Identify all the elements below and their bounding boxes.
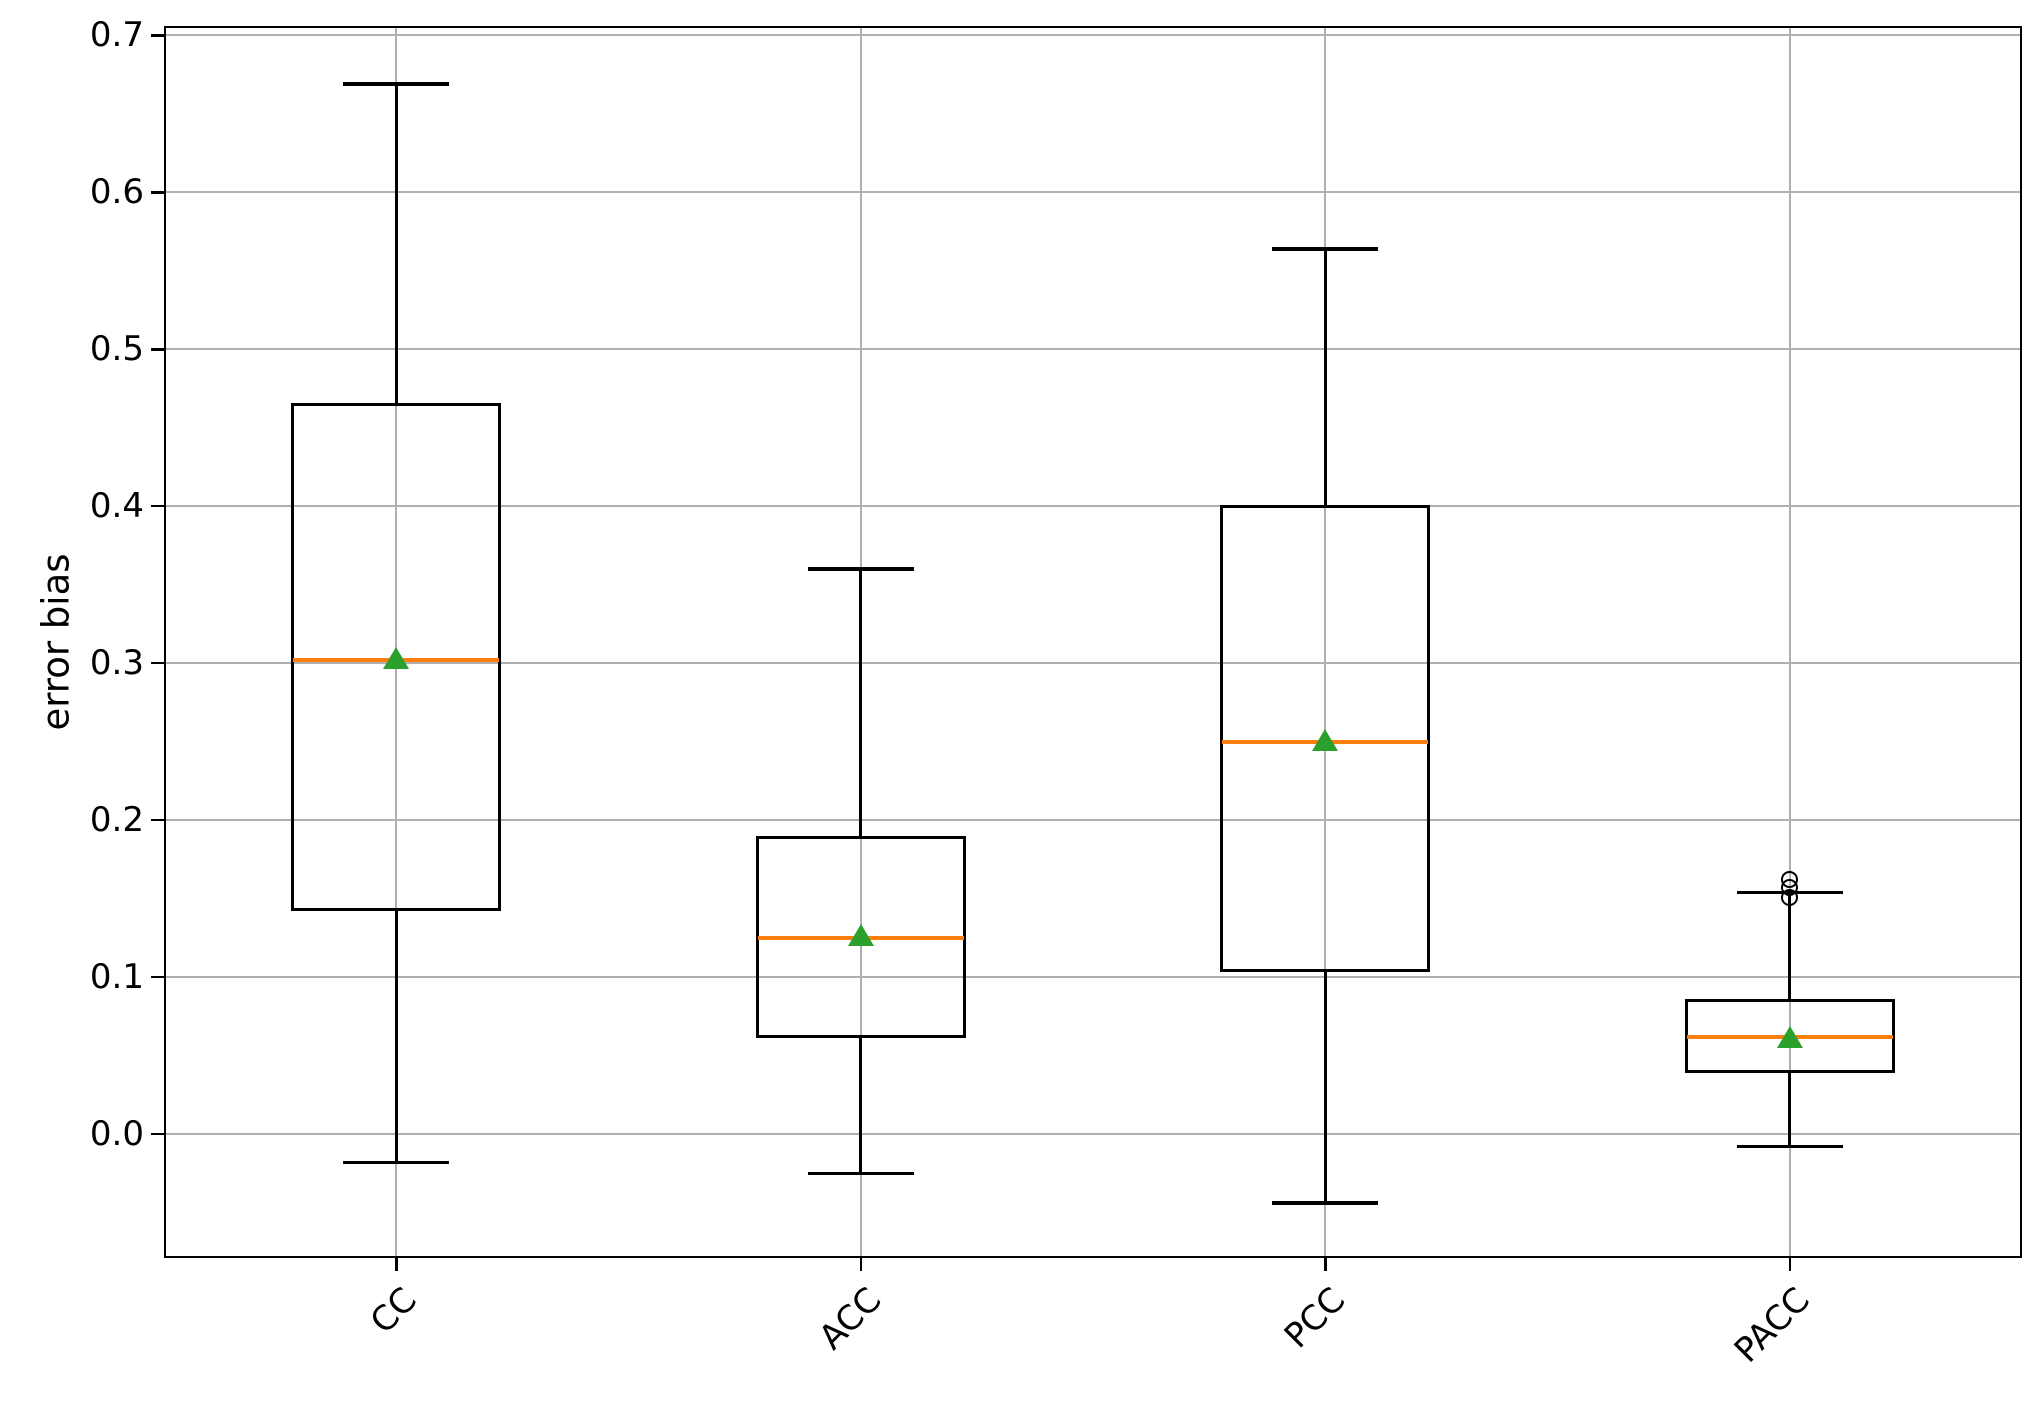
x-tick <box>1324 1258 1327 1271</box>
x-gridline <box>395 26 398 1258</box>
x-tick <box>859 1258 862 1271</box>
whisker-upper-cc <box>394 84 398 403</box>
mean-marker-acc <box>847 923 874 946</box>
whisker-cap-upper-cc <box>343 82 450 86</box>
whisker-cap-upper-acc <box>807 567 914 571</box>
y-tick-label: 0.6 <box>89 172 144 213</box>
y-tick <box>151 818 164 822</box>
whisker-cap-lower-pacc <box>1736 1144 1843 1149</box>
x-tick-label-pacc: PACC <box>1727 1279 1818 1371</box>
whisker-cap-lower-cc <box>343 1160 450 1164</box>
mean-marker-pacc <box>1776 1025 1803 1048</box>
whisker-lower-pcc <box>1323 972 1327 1204</box>
x-tick-label-cc: CC <box>362 1279 425 1342</box>
whisker-lower-pacc <box>1788 1072 1792 1147</box>
x-gridline <box>1324 26 1327 1258</box>
y-tick <box>151 504 164 508</box>
y-tick-label: 0.0 <box>89 1114 144 1154</box>
box-pcc <box>1220 504 1431 973</box>
whisker-cap-lower-pcc <box>1272 1201 1379 1205</box>
x-tick-label-acc: ACC <box>811 1279 889 1358</box>
y-gridline <box>164 662 2022 665</box>
whisker-upper-pcc <box>1323 248 1327 505</box>
box-pacc <box>1684 999 1895 1073</box>
y-axis-label: error bias <box>34 553 78 731</box>
y-tick-label: 0.5 <box>89 329 144 370</box>
x-tick-label-pcc: PCC <box>1277 1279 1354 1357</box>
y-gridline <box>164 1133 2022 1135</box>
x-tick <box>395 1258 398 1271</box>
y-tick <box>151 661 164 665</box>
y-tick <box>151 34 164 37</box>
x-tick <box>1788 1258 1791 1271</box>
plot-area <box>164 26 2022 1258</box>
mean-marker-pcc <box>1312 729 1339 752</box>
y-tick <box>151 975 164 979</box>
y-tick-label: 0.7 <box>89 15 144 56</box>
outlier-marker-pacc <box>1781 888 1799 906</box>
whisker-upper-acc <box>859 569 863 836</box>
y-tick-label: 0.4 <box>89 486 144 527</box>
y-tick <box>151 348 164 351</box>
y-tick-label: 0.3 <box>89 643 144 684</box>
y-gridline <box>164 976 2022 979</box>
mean-marker-cc <box>383 647 410 670</box>
whisker-lower-acc <box>859 1038 863 1174</box>
x-gridline <box>1788 26 1791 1258</box>
whisker-upper-pacc <box>1788 892 1792 1000</box>
whisker-cap-upper-pcc <box>1272 247 1379 251</box>
y-gridline <box>164 191 2022 194</box>
y-gridline <box>164 348 2022 351</box>
y-gridline <box>164 819 2022 822</box>
y-tick-label: 0.1 <box>89 957 144 998</box>
y-tick-label: 0.2 <box>89 800 144 841</box>
whisker-cap-lower-acc <box>807 1171 914 1175</box>
y-tick <box>151 191 164 194</box>
y-gridline <box>164 34 2022 37</box>
whisker-lower-cc <box>394 911 398 1163</box>
box-acc <box>755 835 966 1039</box>
box-cc <box>291 402 502 912</box>
y-tick <box>151 1132 164 1136</box>
y-gridline <box>164 505 2022 508</box>
